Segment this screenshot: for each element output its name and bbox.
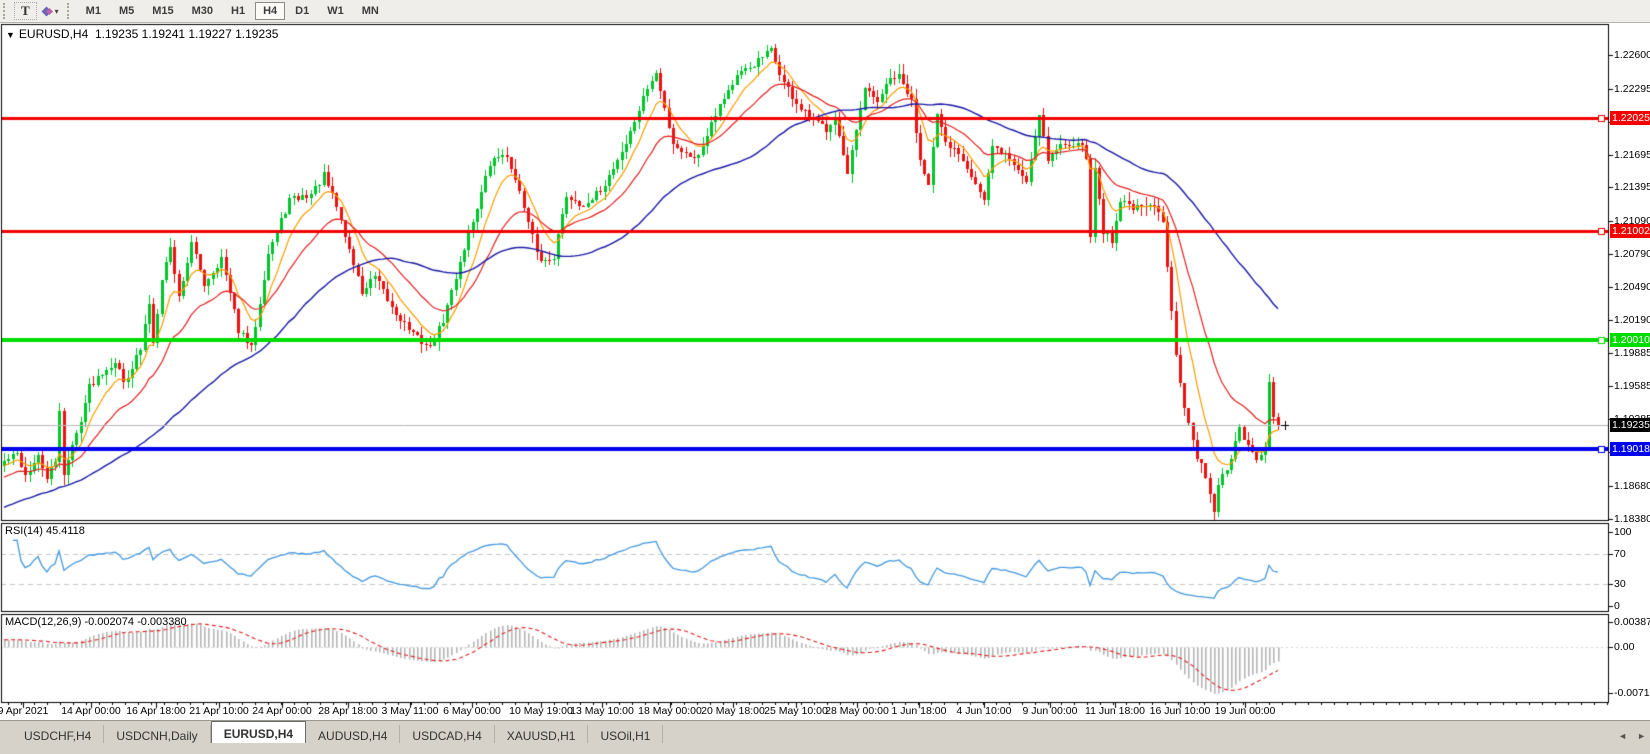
tf-button-w1[interactable]: W1 (319, 2, 352, 20)
tf-button-mn[interactable]: MN (354, 2, 387, 20)
top-toolbar: T ▾ M1 M5 M15 M30 H1 H4 D1 W1 MN (0, 0, 1650, 23)
tf-button-h4[interactable]: H4 (255, 2, 286, 20)
bottom-strip (0, 743, 1650, 754)
tab-usdcnh-daily[interactable]: USDCNH,Daily (104, 725, 211, 744)
toolbar-grip[interactable] (3, 3, 10, 19)
tab-scroll-right-icon[interactable]: ► (1637, 731, 1646, 741)
tab-usoil-h1[interactable]: USOil,H1 (588, 725, 664, 744)
tf-button-m1[interactable]: M1 (78, 2, 109, 20)
text-tool-button[interactable]: T (14, 2, 37, 20)
chevron-down-icon: ▾ (54, 6, 59, 16)
tf-button-d1[interactable]: D1 (287, 2, 317, 20)
chart-tab-bar: USDCHF,H4 USDCNH,Daily EURUSD,H4 AUDUSD,H4 U… (0, 720, 1650, 744)
tab-scroll-controls: ◄ ► (1618, 731, 1646, 741)
tab-eurusd-h4[interactable]: EURUSD,H4 (210, 721, 307, 744)
tab-scroll-left-icon[interactable]: ◄ (1618, 731, 1628, 741)
timeframe-button-group: M1 M5 M15 M30 H1 H4 D1 W1 MN (77, 2, 388, 20)
tab-usdcad-h4[interactable]: USDCAD,H4 (400, 725, 495, 744)
tab-xauusd-h1[interactable]: XAUUSD,H1 (495, 725, 589, 744)
tab-usdchf-h4[interactable]: USDCHF,H4 (12, 725, 105, 744)
tf-button-h1[interactable]: H1 (223, 2, 253, 20)
chart-tabs: USDCHF,H4 USDCNH,Daily EURUSD,H4 AUDUSD,H4 U… (0, 721, 664, 744)
tab-audusd-h4[interactable]: AUDUSD,H4 (306, 725, 401, 744)
styles-tool-button[interactable]: ▾ (39, 1, 63, 21)
tf-button-m15[interactable]: M15 (144, 2, 181, 20)
toolbar-grip[interactable] (66, 3, 74, 19)
tf-button-m30[interactable]: M30 (184, 2, 221, 20)
tf-button-m5[interactable]: M5 (111, 2, 142, 20)
